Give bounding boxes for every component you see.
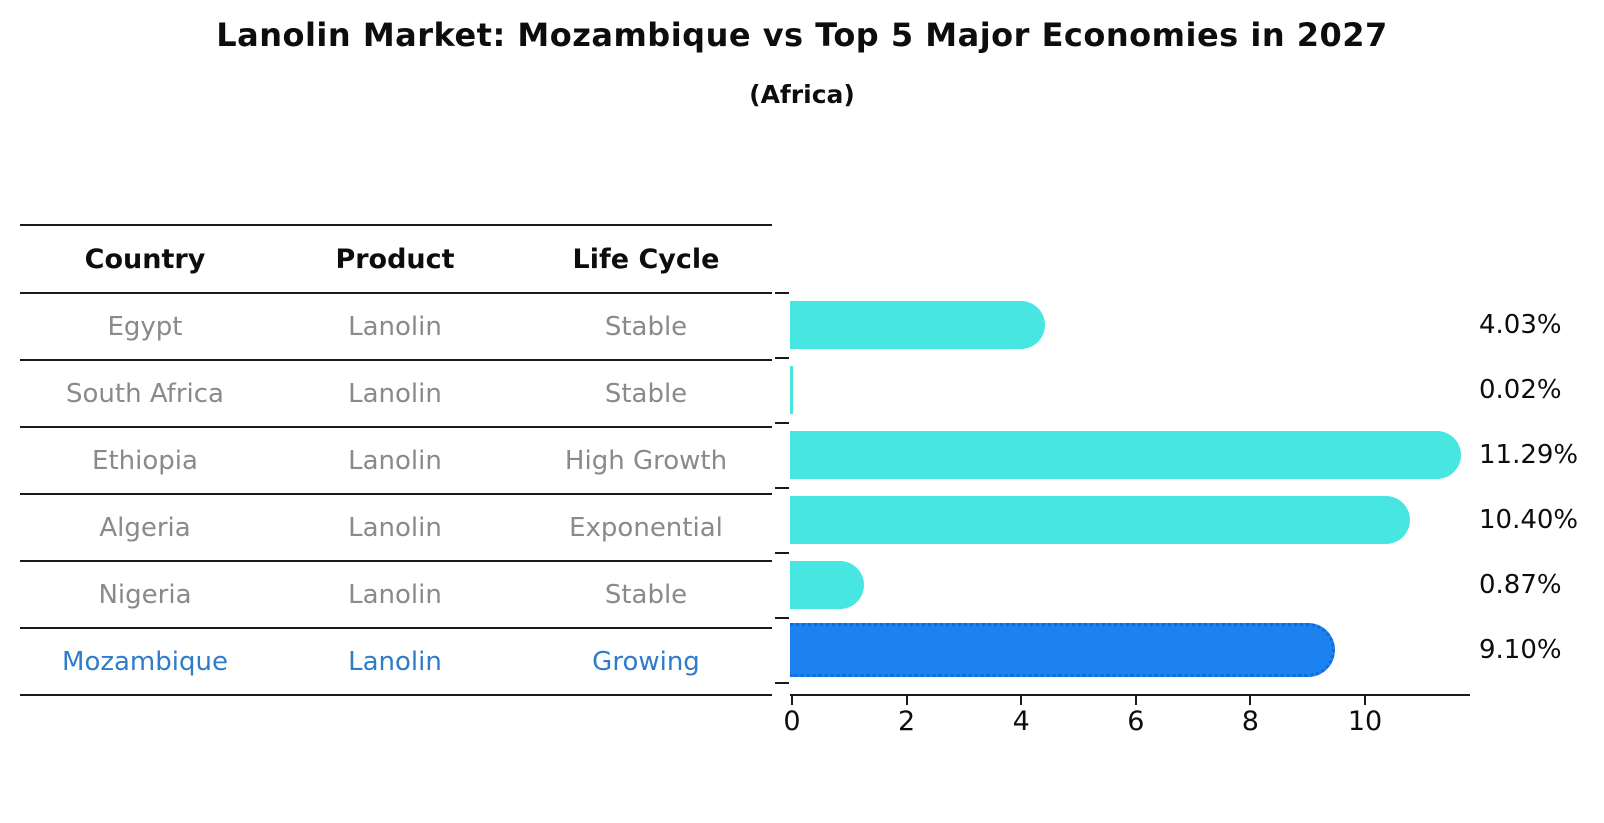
table-row: Nigeria Lanolin Stable <box>20 560 772 627</box>
chart-subtitle: (Africa) <box>749 80 855 109</box>
x-axis-tick-label: 0 <box>783 706 801 737</box>
table-row: South Africa Lanolin Stable <box>20 359 772 426</box>
x-axis-tick <box>791 696 793 705</box>
product-cell: Lanolin <box>348 445 442 476</box>
y-axis-tick <box>775 616 789 619</box>
lifecycle-cell: Stable <box>604 378 688 409</box>
column-header-country: Country <box>84 243 206 275</box>
table-bottom-border <box>20 694 772 696</box>
bar-value-label: 9.10% <box>1479 635 1562 665</box>
country-cell: South Africa <box>66 378 224 409</box>
product-cell: Lanolin <box>348 512 442 543</box>
x-axis-tick-label: 2 <box>898 706 916 737</box>
country-cell: Algeria <box>99 512 191 543</box>
x-axis-tick-label: 6 <box>1127 706 1145 737</box>
x-axis-tick <box>1134 696 1137 705</box>
x-axis-tick <box>1020 696 1023 705</box>
table-row: Egypt Lanolin Stable <box>20 292 772 359</box>
bar <box>790 431 1461 479</box>
column-header-life-cycle: Life Cycle <box>572 243 720 275</box>
column-header-product: Product <box>335 243 455 275</box>
x-axis-tick <box>1249 696 1252 705</box>
y-axis-tick <box>775 421 789 424</box>
lifecycle-cell: Stable <box>604 311 688 342</box>
chart-title: Lanolin Market: Mozambique vs Top 5 Majo… <box>216 16 1388 54</box>
y-axis-tick <box>775 356 789 359</box>
bar <box>790 366 793 414</box>
table-row: Ethiopia Lanolin High Growth <box>20 426 772 493</box>
bar-highlighted <box>790 623 1335 677</box>
lifecycle-cell: Growing <box>592 646 700 677</box>
country-cell: Ethiopia <box>92 445 198 476</box>
bar-value-label: 11.29% <box>1479 440 1579 470</box>
bar <box>790 496 1410 544</box>
table-row: Algeria Lanolin Exponential <box>20 493 772 560</box>
x-axis-tick <box>1364 696 1366 705</box>
bar-value-label: 0.87% <box>1479 570 1562 600</box>
lifecycle-cell: Exponential <box>569 512 723 543</box>
y-axis-tick <box>775 551 789 554</box>
table-header-row: Country Product Life Cycle <box>20 224 772 292</box>
bar-value-label: 4.03% <box>1479 310 1562 340</box>
country-cell: Egypt <box>107 311 183 342</box>
bar-value-label: 0.02% <box>1479 375 1562 405</box>
product-cell: Lanolin <box>348 311 442 342</box>
x-axis-tick-label: 10 <box>1347 706 1383 737</box>
product-cell: Lanolin <box>348 646 442 677</box>
x-axis-line <box>790 694 1470 696</box>
table-row-highlighted: Mozambique Lanolin Growing <box>20 627 772 694</box>
bar <box>790 301 1045 349</box>
x-axis-tick <box>905 696 908 705</box>
product-cell: Lanolin <box>348 579 442 610</box>
country-cell: Mozambique <box>62 646 228 677</box>
lifecycle-cell: Stable <box>604 579 688 610</box>
bar-value-label: 10.40% <box>1479 505 1579 535</box>
x-axis-tick-label: 8 <box>1241 706 1259 737</box>
country-cell: Nigeria <box>98 579 192 610</box>
y-axis-tick <box>775 291 789 294</box>
country-table: Country Product Life Cycle Egypt Lanolin… <box>20 224 772 696</box>
y-axis-tick <box>775 486 789 489</box>
bar <box>790 561 864 609</box>
y-axis-tick <box>775 681 789 684</box>
lifecycle-cell: High Growth <box>564 445 728 476</box>
x-axis-tick-label: 4 <box>1012 706 1030 737</box>
product-cell: Lanolin <box>348 378 442 409</box>
